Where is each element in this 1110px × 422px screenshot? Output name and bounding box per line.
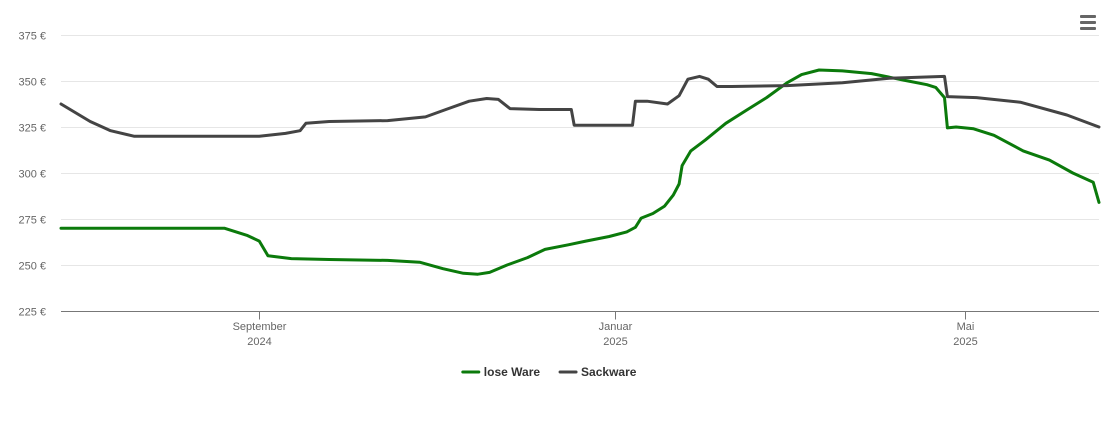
y-tick-label: 275 €: [18, 215, 46, 227]
legend-item[interactable]: lose Ware: [461, 365, 541, 379]
series-line-0[interactable]: [59, 68, 1101, 276]
y-axis: 375 € 350 € 325 € 300 € 275 € 250 € 225 €: [18, 31, 46, 319]
y-tick-label: 300 €: [18, 169, 46, 181]
x-tick-label-year: 2025: [603, 336, 627, 348]
legend-item[interactable]: Sackware: [558, 365, 637, 379]
y-tick-label: 350 €: [18, 77, 46, 89]
x-tick-label: September: [233, 321, 287, 333]
x-tick-label-year: 2025: [953, 336, 977, 348]
x-axis: September 2024 Januar 2025 Mai 2025: [61, 311, 1099, 348]
x-tick-label: Januar: [599, 321, 633, 333]
legend-label: Sackware: [581, 365, 637, 379]
chart-menu-button[interactable]: [1078, 12, 1098, 32]
grid-lines: [61, 35, 1099, 266]
x-tick-label-year: 2024: [247, 336, 271, 348]
y-tick-label: 325 €: [18, 123, 46, 135]
legend-label: lose Ware: [484, 365, 541, 379]
x-tick-label: Mai: [957, 321, 975, 333]
y-tick-label: 375 €: [18, 31, 46, 43]
legend[interactable]: lose Ware Sackware: [461, 365, 637, 379]
y-tick-label: 250 €: [18, 261, 46, 273]
series-lines: [59, 68, 1101, 276]
hamburger-menu-icon: [1080, 15, 1096, 18]
y-tick-label: 225 €: [18, 307, 46, 319]
series-line-1[interactable]: [59, 74, 1101, 138]
